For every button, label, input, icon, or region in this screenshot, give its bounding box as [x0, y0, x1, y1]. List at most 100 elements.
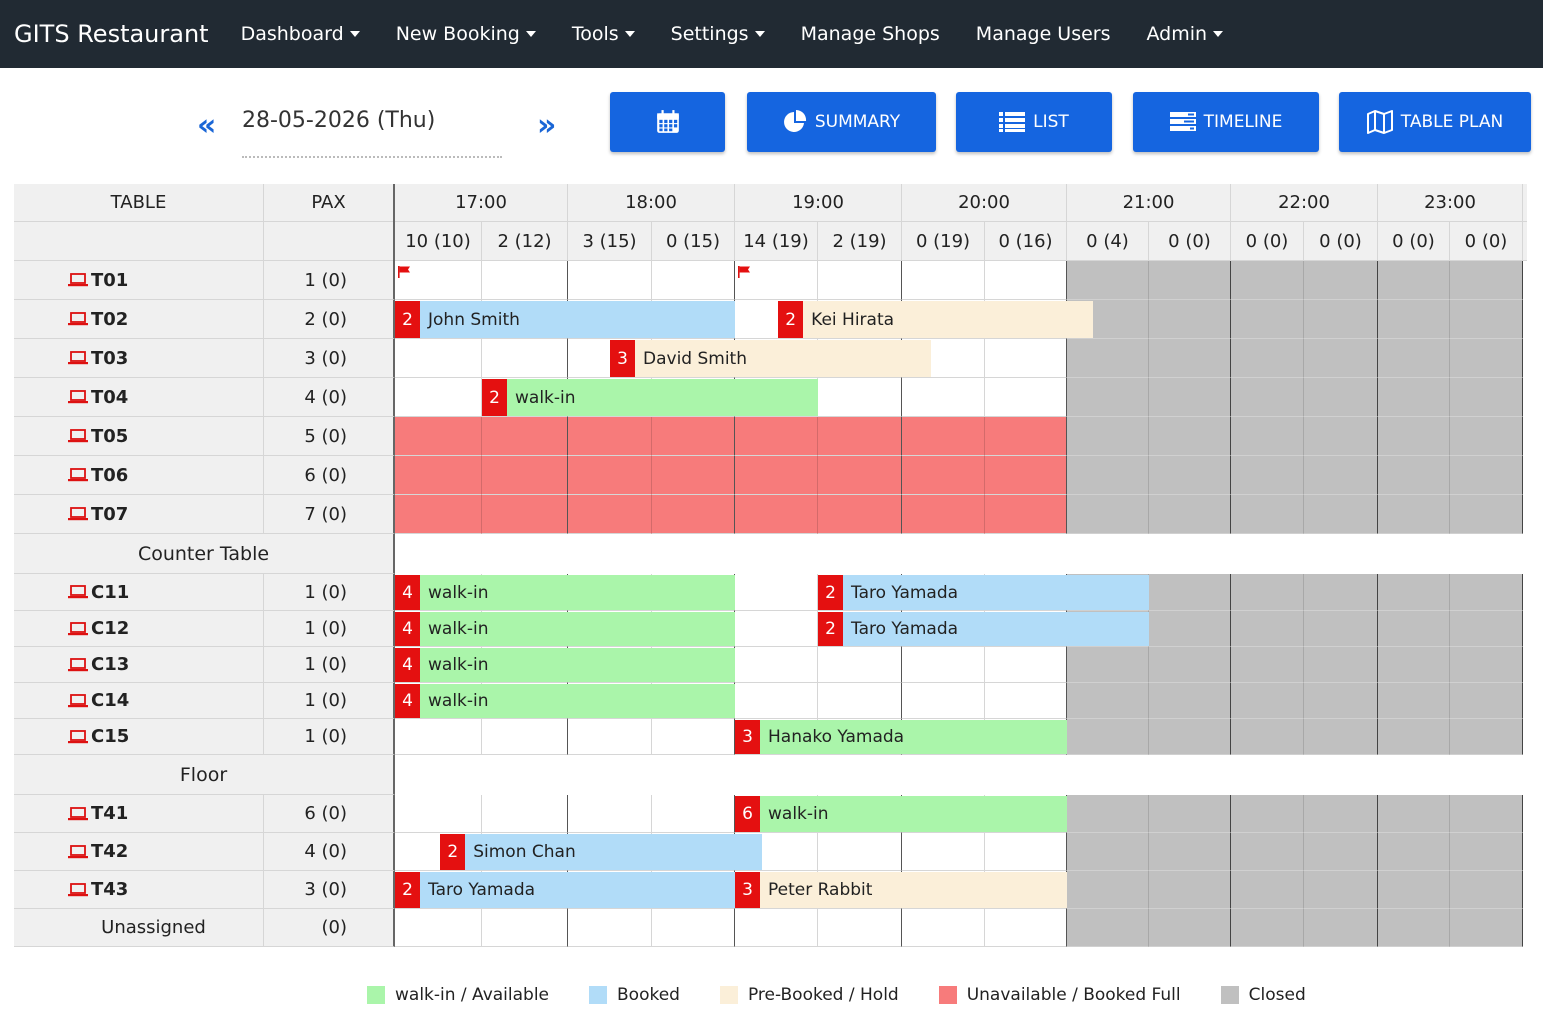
- time-slot[interactable]: [735, 647, 818, 683]
- time-slot[interactable]: [482, 456, 568, 495]
- time-slot[interactable]: [818, 417, 902, 456]
- table-name-cell[interactable]: T06: [14, 456, 264, 495]
- time-slot[interactable]: [395, 417, 482, 456]
- time-slot[interactable]: [395, 339, 482, 378]
- table-name-cell[interactable]: C11: [14, 574, 264, 611]
- time-slot[interactable]: [568, 795, 652, 833]
- time-slot[interactable]: [482, 795, 568, 833]
- time-slot[interactable]: [568, 456, 652, 495]
- list-button[interactable]: LIST: [956, 92, 1112, 152]
- table-name-cell[interactable]: T42: [14, 833, 264, 871]
- time-slot[interactable]: [482, 417, 568, 456]
- prev-day-button[interactable]: «: [197, 108, 217, 143]
- table-name-cell[interactable]: T41: [14, 795, 264, 833]
- time-slot[interactable]: [568, 417, 652, 456]
- table-name-cell[interactable]: C14: [14, 683, 264, 719]
- time-slot[interactable]: [735, 611, 818, 647]
- booking-bar[interactable]: 2 Taro Yamada: [818, 612, 1149, 646]
- table-name-cell[interactable]: C13: [14, 647, 264, 683]
- time-slot[interactable]: [482, 719, 568, 755]
- time-slot[interactable]: [568, 719, 652, 755]
- time-slot[interactable]: [818, 495, 902, 534]
- booking-bar[interactable]: 3 David Smith: [610, 340, 932, 377]
- table-name-cell[interactable]: T03: [14, 339, 264, 378]
- summary-button[interactable]: SUMMARY: [747, 92, 936, 152]
- time-slot[interactable]: [652, 795, 735, 833]
- time-slot[interactable]: [902, 417, 985, 456]
- table-name-cell[interactable]: T07: [14, 495, 264, 534]
- booking-bar[interactable]: 2 Simon Chan: [440, 834, 762, 870]
- time-slot[interactable]: [735, 683, 818, 719]
- booking-bar[interactable]: 2 Kei Hirata: [778, 301, 1094, 338]
- table-name-cell[interactable]: T02: [14, 300, 264, 339]
- time-slot[interactable]: [985, 647, 1067, 683]
- booking-bar[interactable]: 4 walk-in: [395, 684, 735, 718]
- time-slot[interactable]: [395, 909, 482, 947]
- time-slot[interactable]: [735, 574, 818, 611]
- time-slot[interactable]: [735, 456, 818, 495]
- time-slot[interactable]: [652, 719, 735, 755]
- time-slot[interactable]: [818, 456, 902, 495]
- time-slot[interactable]: [395, 795, 482, 833]
- booking-bar[interactable]: 2 walk-in: [482, 379, 818, 416]
- time-slot[interactable]: [985, 833, 1067, 871]
- time-slot[interactable]: [735, 909, 818, 947]
- time-slot[interactable]: [818, 647, 902, 683]
- nav-new-booking[interactable]: New Booking: [396, 23, 536, 45]
- table-name-cell[interactable]: T04: [14, 378, 264, 417]
- time-slot[interactable]: [985, 339, 1067, 378]
- booking-bar[interactable]: 4 walk-in: [395, 648, 735, 682]
- time-slot[interactable]: [902, 495, 985, 534]
- table-name-cell[interactable]: T05: [14, 417, 264, 456]
- table-name-cell[interactable]: T43: [14, 871, 264, 909]
- time-slot[interactable]: [985, 495, 1067, 534]
- nav-manage-users[interactable]: Manage Users: [976, 23, 1111, 45]
- time-slot[interactable]: [395, 378, 482, 417]
- booking-bar[interactable]: 2 Taro Yamada: [395, 872, 735, 908]
- booking-bar[interactable]: 4 walk-in: [395, 612, 735, 646]
- time-slot[interactable]: [568, 909, 652, 947]
- nav-settings[interactable]: Settings: [671, 23, 765, 45]
- time-slot[interactable]: [985, 378, 1067, 417]
- time-slot[interactable]: [652, 495, 735, 534]
- time-slot[interactable]: [395, 456, 482, 495]
- time-slot[interactable]: [985, 417, 1067, 456]
- time-slot[interactable]: [902, 261, 985, 300]
- time-slot[interactable]: [818, 261, 902, 300]
- table-plan-button[interactable]: TABLE PLAN: [1339, 92, 1531, 152]
- time-slot[interactable]: [735, 417, 818, 456]
- brand-title[interactable]: GITS Restaurant: [14, 20, 209, 48]
- nav-tools[interactable]: Tools: [572, 23, 635, 45]
- time-slot[interactable]: [985, 683, 1067, 719]
- table-name-cell[interactable]: C15: [14, 719, 264, 755]
- booking-bar[interactable]: 3 Peter Rabbit: [735, 872, 1067, 908]
- booking-bar[interactable]: 4 walk-in: [395, 575, 735, 610]
- date-field[interactable]: 28-05-2026 (Thu): [242, 106, 502, 158]
- booking-bar[interactable]: 2 John Smith: [395, 301, 735, 338]
- time-slot[interactable]: [902, 833, 985, 871]
- time-slot[interactable]: [818, 378, 902, 417]
- time-slot[interactable]: [902, 456, 985, 495]
- time-slot[interactable]: [818, 683, 902, 719]
- time-slot[interactable]: [735, 495, 818, 534]
- nav-admin[interactable]: Admin: [1147, 23, 1224, 45]
- time-slot[interactable]: [482, 339, 568, 378]
- time-slot[interactable]: [652, 261, 735, 300]
- booking-bar[interactable]: 3 Hanako Yamada: [735, 720, 1067, 754]
- time-slot[interactable]: [985, 261, 1067, 300]
- time-slot[interactable]: [902, 683, 985, 719]
- time-slot[interactable]: [395, 261, 482, 300]
- calendar-button[interactable]: [610, 92, 725, 152]
- nav-dashboard[interactable]: Dashboard: [241, 23, 360, 45]
- time-slot[interactable]: [568, 495, 652, 534]
- time-slot[interactable]: [985, 909, 1067, 947]
- time-slot[interactable]: [652, 417, 735, 456]
- time-slot[interactable]: [902, 378, 985, 417]
- time-slot[interactable]: [482, 495, 568, 534]
- next-day-button[interactable]: »: [537, 108, 557, 143]
- time-slot[interactable]: [652, 909, 735, 947]
- time-slot[interactable]: [568, 261, 652, 300]
- time-slot[interactable]: [395, 495, 482, 534]
- time-slot[interactable]: [902, 647, 985, 683]
- booking-bar[interactable]: 6 walk-in: [735, 796, 1067, 832]
